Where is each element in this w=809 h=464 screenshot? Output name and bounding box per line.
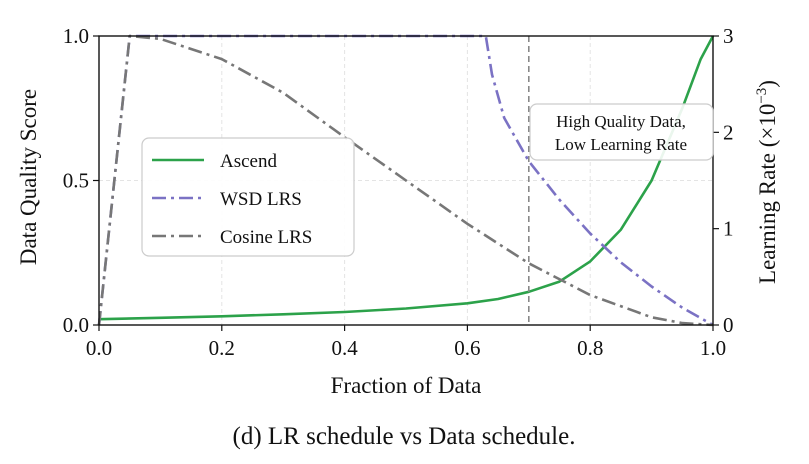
right-y-axis-title-close: ) xyxy=(755,80,780,88)
legend-label-cosine-lrs: Cosine LRS xyxy=(220,227,312,248)
legend-box xyxy=(141,137,355,257)
annotation-line-2: Low Learning Rate xyxy=(555,135,687,154)
legend: Ascend WSD LRS Cosine LRS xyxy=(141,137,355,257)
legend-label-wsd-lrs: WSD LRS xyxy=(220,189,302,210)
right-y-tick-label: 2 xyxy=(723,120,734,144)
legend-label-ascend: Ascend xyxy=(220,151,277,172)
figure-caption: (d) LR schedule vs Data schedule. xyxy=(233,423,576,450)
right-y-tick-label: 3 xyxy=(723,24,734,48)
right-y-tick-label: 0 xyxy=(723,313,734,337)
annotation: High Quality Data, Low Learning Rate xyxy=(529,103,714,161)
x-tick-label: 0.6 xyxy=(454,336,480,360)
x-tick-label: 0.4 xyxy=(331,336,358,360)
x-tick-label: 0.2 xyxy=(209,336,235,360)
x-tick-label: 1.0 xyxy=(700,336,726,360)
right-y-axis-title: Learning Rate (×10−3) xyxy=(754,80,780,284)
y-axis-title: Data Quality Score xyxy=(16,89,41,265)
series-line-cosine-lrs xyxy=(97,34,714,327)
right-y-axis-title-exponent: −3 xyxy=(754,88,770,104)
annotation-line-1: High Quality Data, xyxy=(556,112,686,131)
y-tick-label: 0.5 xyxy=(63,169,89,193)
x-tick-label: 0.8 xyxy=(577,336,603,360)
right-y-tick-label: 1 xyxy=(723,217,734,241)
y-tick-label: 1.0 xyxy=(63,24,89,48)
x-axis-title: Fraction of Data xyxy=(331,373,482,398)
x-tick-label: 0.0 xyxy=(86,336,112,360)
right-y-axis-title-main: Learning Rate (×10 xyxy=(755,104,780,284)
annotation-box xyxy=(529,103,714,161)
y-tick-label: 0.0 xyxy=(63,313,89,337)
